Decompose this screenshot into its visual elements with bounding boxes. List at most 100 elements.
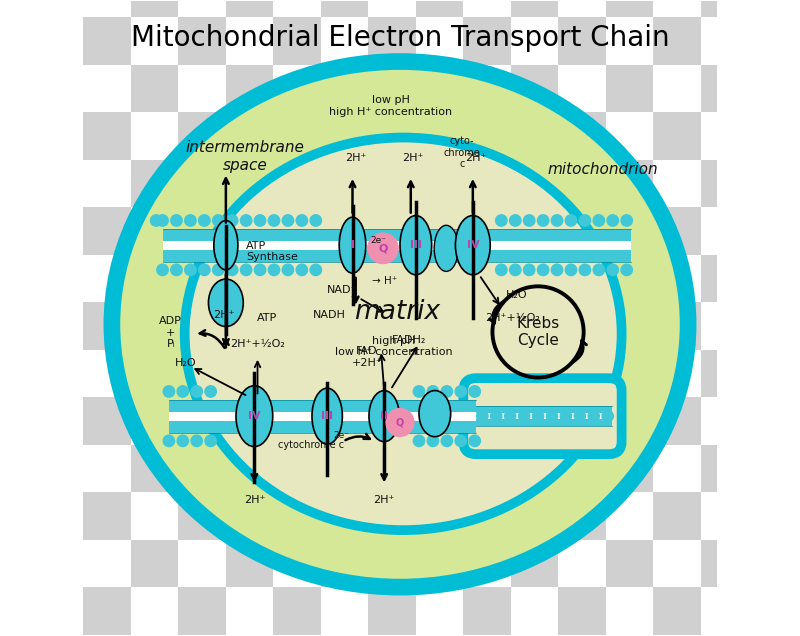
Ellipse shape <box>112 62 688 587</box>
Bar <box>463 112 511 160</box>
Bar <box>511 65 558 112</box>
Bar <box>558 350 606 397</box>
Bar <box>274 587 321 635</box>
Bar <box>701 302 748 350</box>
Bar <box>463 65 511 112</box>
Bar <box>368 207 416 254</box>
Bar <box>606 160 654 207</box>
Circle shape <box>226 215 238 226</box>
Bar <box>701 539 748 587</box>
Bar <box>511 492 558 539</box>
Circle shape <box>477 410 488 422</box>
Circle shape <box>177 435 189 446</box>
Bar <box>416 397 463 445</box>
Circle shape <box>198 215 210 226</box>
Bar <box>178 397 226 445</box>
Text: 2H⁺+½O₂: 2H⁺+½O₂ <box>486 313 540 322</box>
Text: FADH₂: FADH₂ <box>392 335 426 345</box>
Bar <box>83 65 131 112</box>
Bar <box>131 207 178 254</box>
Circle shape <box>546 410 558 422</box>
Bar <box>274 302 321 350</box>
Circle shape <box>593 215 605 226</box>
Bar <box>131 587 178 635</box>
Bar <box>169 411 476 421</box>
Bar <box>178 112 226 160</box>
Bar <box>274 539 321 587</box>
Text: 2e⁻: 2e⁻ <box>370 235 386 245</box>
Bar <box>463 587 511 635</box>
Bar <box>321 350 368 397</box>
Ellipse shape <box>369 391 399 441</box>
Bar <box>226 160 274 207</box>
Bar <box>131 302 178 350</box>
Bar <box>274 397 321 445</box>
Ellipse shape <box>455 216 490 275</box>
Bar <box>131 17 178 65</box>
Ellipse shape <box>339 217 366 273</box>
Text: 2H⁺: 2H⁺ <box>374 495 395 505</box>
Bar <box>321 254 368 302</box>
Bar <box>654 445 701 492</box>
Circle shape <box>177 386 189 397</box>
Bar <box>178 65 226 112</box>
Bar <box>654 112 701 160</box>
Bar <box>83 207 131 254</box>
Bar <box>511 160 558 207</box>
Bar <box>463 207 511 254</box>
Bar <box>226 445 274 492</box>
Circle shape <box>170 264 182 275</box>
Bar <box>83 112 131 160</box>
Text: mitochondrion: mitochondrion <box>547 162 658 177</box>
Circle shape <box>510 264 521 275</box>
Circle shape <box>496 215 507 226</box>
Circle shape <box>441 435 453 446</box>
Bar <box>558 112 606 160</box>
Text: Krebs
Cycle: Krebs Cycle <box>517 315 560 348</box>
Circle shape <box>455 386 466 397</box>
Bar <box>83 445 131 492</box>
Bar <box>416 587 463 635</box>
Bar <box>511 0 558 17</box>
Circle shape <box>414 386 425 397</box>
Bar <box>131 0 178 17</box>
Bar <box>654 207 701 254</box>
Text: FAD
+2H⁺: FAD +2H⁺ <box>352 346 382 368</box>
Bar <box>178 350 226 397</box>
Bar <box>274 350 321 397</box>
Bar <box>654 160 701 207</box>
Circle shape <box>427 435 438 446</box>
Circle shape <box>574 410 586 422</box>
Bar <box>226 350 274 397</box>
Circle shape <box>523 215 535 226</box>
Circle shape <box>191 386 202 397</box>
Bar <box>274 207 321 254</box>
Bar <box>226 397 274 445</box>
Bar <box>463 397 511 445</box>
Circle shape <box>282 264 294 275</box>
Bar <box>416 492 463 539</box>
Circle shape <box>268 215 280 226</box>
Bar <box>368 350 416 397</box>
Bar <box>511 17 558 65</box>
Bar <box>274 17 321 65</box>
Circle shape <box>441 386 453 397</box>
Bar <box>701 207 748 254</box>
Bar <box>654 350 701 397</box>
Bar <box>274 65 321 112</box>
Text: IV: IV <box>248 411 261 421</box>
Bar <box>511 445 558 492</box>
Text: H₂O: H₂O <box>506 289 527 300</box>
Circle shape <box>602 410 614 422</box>
Circle shape <box>282 215 294 226</box>
Bar <box>701 0 748 17</box>
Circle shape <box>490 410 502 422</box>
Circle shape <box>496 264 507 275</box>
Bar <box>701 112 748 160</box>
Bar <box>83 160 131 207</box>
Ellipse shape <box>236 385 273 446</box>
Bar <box>701 445 748 492</box>
Bar <box>701 65 748 112</box>
Bar <box>463 350 511 397</box>
Bar <box>606 492 654 539</box>
